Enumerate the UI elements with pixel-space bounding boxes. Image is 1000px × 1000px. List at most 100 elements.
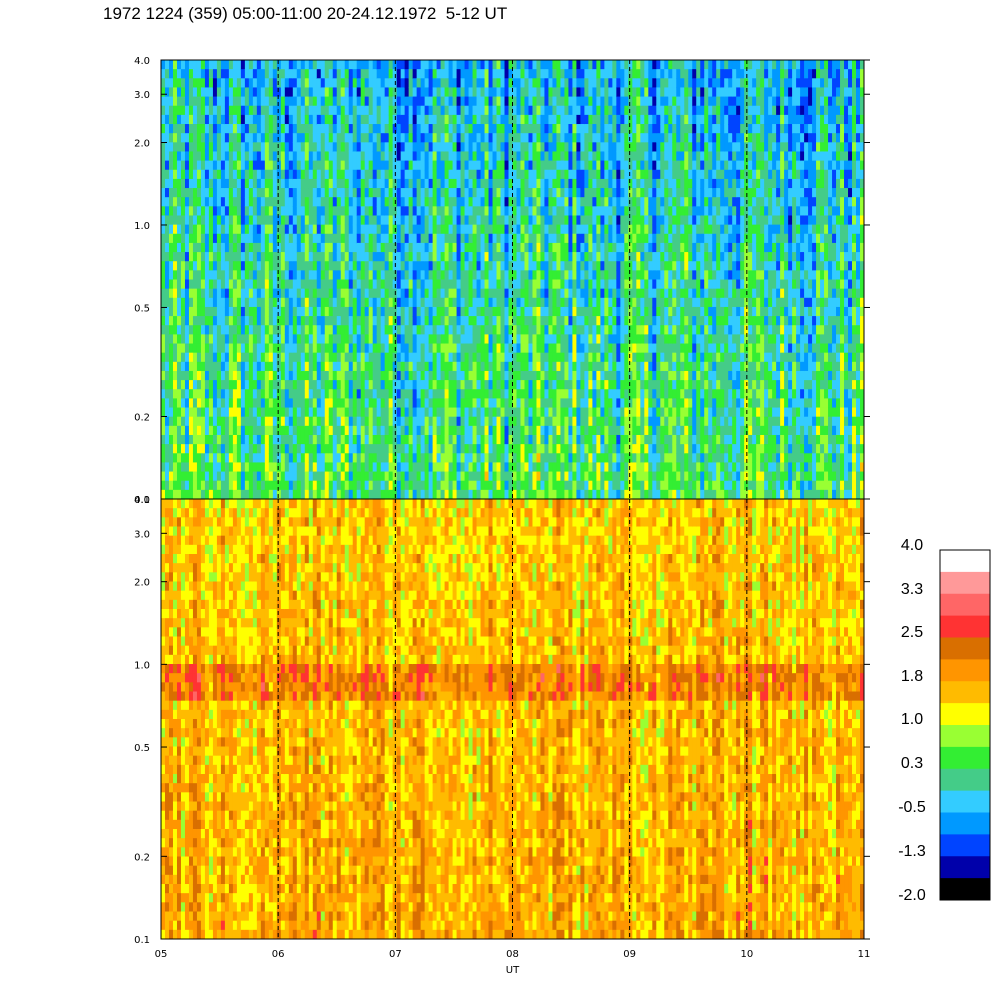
spectrogram-cell (408, 325, 414, 335)
spectrogram-cell (212, 151, 218, 162)
spectrogram-cell (488, 78, 494, 89)
spectrogram-cell (436, 114, 442, 125)
spectrogram-cell (340, 242, 346, 253)
spectrogram-cell (176, 471, 182, 482)
spectrogram-cell (352, 434, 358, 445)
spectrogram-cell (280, 261, 286, 271)
spectrogram-cell (516, 252, 522, 262)
spectrogram-cell (384, 188, 390, 198)
spectrogram-cell (196, 224, 202, 235)
spectrogram-cell (324, 96, 330, 107)
spectrogram-cell (340, 389, 346, 399)
spectrogram-cell (436, 389, 442, 399)
spectrogram-cell (220, 105, 226, 116)
spectrogram-cell (560, 398, 566, 409)
spectrogram-cell (536, 215, 542, 226)
spectrogram-cell (548, 489, 554, 499)
spectrogram-cell (332, 261, 338, 271)
spectrogram-cell (296, 416, 302, 427)
spectrogram-cell (488, 316, 494, 326)
spectrogram-cell (292, 370, 298, 381)
spectrogram-cell (484, 444, 490, 454)
spectrogram-cell (312, 288, 318, 299)
spectrogram-cell (176, 60, 182, 70)
spectrogram-cell (192, 297, 198, 308)
spectrogram-cell (288, 169, 294, 180)
spectrogram-cell (248, 416, 254, 427)
spectrogram-cell (552, 453, 558, 464)
spectrogram-cell (508, 261, 514, 271)
spectrogram-cell (161, 224, 166, 235)
spectrogram-cell (536, 453, 542, 464)
spectrogram-cell (360, 453, 366, 464)
spectrogram-cell (316, 380, 322, 390)
spectrogram-cell (564, 252, 570, 262)
spectrogram-cell (380, 114, 386, 125)
spectrogram-cell (372, 197, 378, 207)
spectrogram-cell (444, 480, 450, 491)
spectrogram-cell (352, 316, 358, 326)
spectrogram-cell (556, 297, 562, 308)
spectrogram-cell (208, 453, 214, 464)
spectrogram-cell (276, 471, 282, 482)
spectrogram-cell (312, 279, 318, 290)
spectrogram-cell (224, 124, 230, 134)
spectrogram-cell (216, 453, 222, 464)
spectrogram-cell (516, 288, 522, 299)
spectrogram-cell (180, 233, 186, 244)
spectrogram-cell (296, 453, 302, 464)
spectrogram-cell (496, 416, 502, 427)
spectrogram-cell (508, 297, 514, 308)
spectrogram-cell (412, 352, 418, 363)
spectrogram-cell (516, 480, 522, 491)
spectrogram-cell (172, 215, 178, 226)
spectrogram-cell (240, 242, 246, 253)
spectrogram-cell (192, 114, 198, 125)
spectrogram-cell (548, 242, 554, 253)
spectrogram-cell (208, 370, 214, 381)
spectrogram-cell (520, 142, 526, 153)
spectrogram-cell (236, 197, 242, 207)
spectrogram-cell (276, 60, 282, 70)
spectrogram-cell (268, 224, 274, 235)
spectrogram-cell (420, 151, 426, 162)
spectrogram-cell (416, 169, 422, 180)
spectrogram-cell (464, 133, 470, 143)
spectrogram-cell (484, 398, 490, 409)
spectrogram-cell (232, 434, 238, 445)
spectrogram-cell (440, 215, 446, 226)
spectrogram-cell (228, 160, 234, 171)
spectrogram-cell (404, 69, 410, 79)
spectrogram-cell (288, 279, 294, 290)
spectrogram-cell (536, 252, 542, 262)
spectrogram-cell (572, 169, 577, 180)
spectrogram-cell (236, 279, 242, 290)
spectrogram-cell (232, 453, 238, 464)
spectrogram-cell (260, 142, 266, 153)
spectrogram-cell (288, 462, 294, 473)
spectrogram-cell (384, 480, 390, 491)
spectrogram-cell (396, 215, 402, 226)
spectrogram-cell (304, 352, 310, 363)
spectrogram-cell (220, 197, 226, 207)
spectrogram-cell (460, 242, 466, 253)
spectrogram-cell (236, 270, 242, 281)
spectrogram-cell (416, 325, 422, 335)
spectrogram-cell (380, 133, 386, 143)
spectrogram-cell (400, 398, 406, 409)
spectrogram-cell (360, 252, 366, 262)
spectrogram-cell (448, 206, 454, 217)
spectrogram-cell (180, 462, 186, 473)
spectrogram-cell (300, 361, 306, 372)
spectrogram-cell (376, 380, 382, 390)
spectrogram-cell (420, 178, 426, 189)
spectrogram-cell (448, 279, 454, 290)
spectrogram-cell (520, 105, 526, 116)
spectrogram-cell (220, 87, 226, 98)
spectrogram-cell (220, 434, 226, 445)
spectrogram-cell (488, 242, 494, 253)
spectrogram-cell (264, 78, 270, 89)
spectrogram-cell (344, 279, 350, 290)
spectrogram-cell (564, 142, 570, 153)
spectrogram-cell (356, 114, 362, 125)
